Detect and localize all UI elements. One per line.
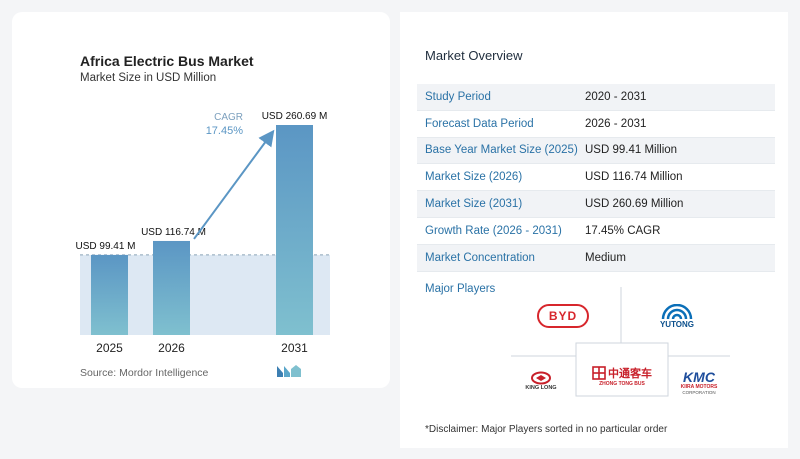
mordor-logo-icon bbox=[277, 365, 301, 377]
overview-value: USD 116.74 Million bbox=[585, 171, 683, 184]
overview-row: Market Size (2031) USD 260.69 Million bbox=[417, 191, 775, 218]
bar-2026 bbox=[153, 240, 190, 335]
yutong-logo: YUTONG bbox=[652, 300, 702, 332]
overview-value: USD 260.69 Million bbox=[585, 198, 684, 211]
zhongtong-emblem-icon bbox=[592, 366, 606, 380]
overview-row: Market Concentration Medium bbox=[417, 244, 775, 272]
byd-logo-text: BYD bbox=[548, 309, 578, 323]
overview-row: Growth Rate (2026 - 2031) 17.45% CAGR bbox=[417, 218, 775, 245]
data-label-2025: USD 99.41 M bbox=[75, 241, 135, 252]
byd-logo: BYD bbox=[536, 303, 590, 329]
disclaimer-note: *Disclaimer: Major Players sorted in no … bbox=[425, 424, 668, 435]
overview-row: Market Size (2026) USD 116.74 Million bbox=[417, 164, 775, 192]
overview-value: USD 99.41 Million bbox=[585, 144, 678, 157]
cagr-arrow bbox=[193, 129, 275, 240]
king-long-logo: KING LONG bbox=[518, 368, 564, 394]
overview-label: Forecast Data Period bbox=[425, 117, 534, 130]
overview-value: 2020 - 2031 bbox=[585, 90, 647, 103]
kiira-motors-logo: KMC KIIRA MOTORS CORPORATION bbox=[672, 368, 726, 396]
kmc-logo-text: KMC bbox=[683, 368, 715, 385]
overview-table: Study Period 2020 - 2031 Forecast Data Pe… bbox=[417, 84, 775, 272]
overview-label: Base Year Market Size (2025) bbox=[425, 144, 578, 157]
data-label-2026: USD 116.74 M bbox=[141, 227, 206, 238]
source-note: Source: Mordor Intelligence bbox=[80, 367, 209, 379]
overview-label: Market Size (2026) bbox=[425, 171, 523, 184]
data-label-2031: USD 260.69 M bbox=[262, 111, 328, 122]
overview-row: Study Period 2020 - 2031 bbox=[417, 84, 775, 111]
overview-value: 17.45% CAGR bbox=[585, 224, 661, 237]
kiira-logo-text-2: CORPORATION bbox=[682, 389, 716, 395]
yutong-emblem-icon bbox=[661, 303, 693, 319]
cagr-label: CAGR bbox=[214, 112, 243, 123]
bar-2025 bbox=[91, 254, 128, 335]
zhongtong-logo-text-cn: 中通客车 bbox=[608, 367, 652, 380]
yutong-logo-text: YUTONG bbox=[659, 319, 695, 329]
zhongtong-logo-text-en: ZHONG TONG BUS bbox=[599, 381, 645, 387]
chart-title: Africa Electric Bus Market bbox=[80, 53, 254, 69]
cagr-value: 17.45% bbox=[206, 125, 244, 137]
overview-title: Market Overview bbox=[425, 48, 523, 63]
overview-row: Base Year Market Size (2025) USD 99.41 Mi… bbox=[417, 137, 775, 165]
chart-subtitle: Market Size in USD Million bbox=[80, 72, 217, 84]
king-long-emblem-icon bbox=[531, 371, 551, 385]
overview-label: Growth Rate (2026 - 2031) bbox=[425, 224, 562, 237]
king-long-logo-text: KING LONG bbox=[525, 385, 557, 391]
overview-label: Market Concentration bbox=[425, 251, 535, 264]
overview-row: Forecast Data Period 2026 - 2031 bbox=[417, 111, 775, 138]
bar-2031 bbox=[276, 125, 313, 335]
zhongtong-logo: 中通客车 ZHONG TONG BUS bbox=[580, 364, 664, 388]
x-tick-label-2031: 2031 bbox=[281, 341, 308, 355]
overview-value: Medium bbox=[585, 251, 626, 264]
overview-value: 2026 - 2031 bbox=[585, 117, 647, 130]
overview-label: Market Size (2031) bbox=[425, 198, 523, 211]
kiira-logo-text-1: KIIRA MOTORS bbox=[680, 383, 718, 390]
overview-label: Study Period bbox=[425, 90, 491, 103]
x-tick-label-2025: 2025 bbox=[96, 341, 123, 355]
players-title: Major Players bbox=[425, 283, 496, 295]
x-tick-label-2026: 2026 bbox=[158, 341, 185, 355]
